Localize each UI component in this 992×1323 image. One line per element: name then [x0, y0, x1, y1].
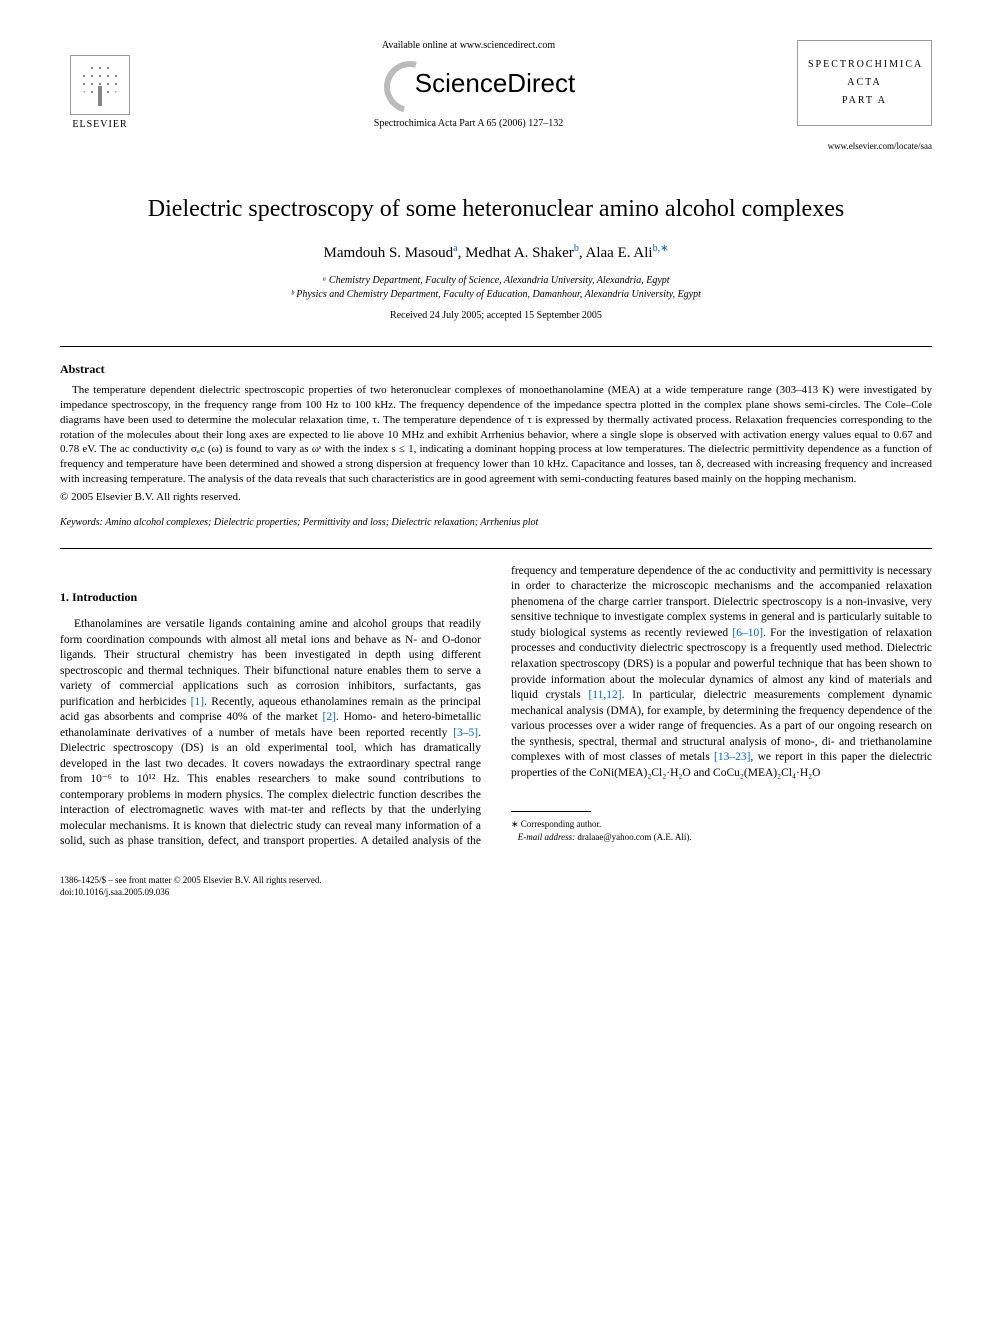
sciencedirect-name: ScienceDirect — [415, 68, 575, 99]
email-label: E-mail address: — [518, 832, 575, 842]
body-columns: 1. Introduction Ethanolamines are versat… — [60, 564, 932, 850]
ref-11-12[interactable]: [11,12] — [588, 689, 621, 701]
journal-url: www.elsevier.com/locate/saa — [797, 141, 932, 151]
affiliations: ᵃ Chemistry Department, Faculty of Scien… — [60, 274, 932, 302]
elsevier-label: ELSEVIER — [72, 119, 127, 130]
footer-line1: 1386-1425/$ – see front matter © 2005 El… — [60, 875, 932, 887]
center-header: Available online at www.sciencedirect.co… — [140, 40, 797, 129]
ref-6-10[interactable]: [6–10] — [732, 627, 763, 639]
keywords-block: Keywords: Amino alcohol complexes; Diele… — [60, 517, 932, 528]
article-dates: Received 24 July 2005; accepted 15 Septe… — [60, 310, 932, 321]
ref-13-23[interactable]: [13–23] — [714, 751, 750, 763]
journal-line1: SPECTROCHIMICA — [808, 56, 921, 74]
authors-list: Mamdouh S. Masouda, Medhat A. Shakerb, A… — [60, 243, 932, 262]
author-2-aff: b — [574, 243, 579, 254]
sciencedirect-swoosh-icon — [362, 61, 407, 106]
availability-text: Available online at www.sciencedirect.co… — [160, 40, 777, 51]
abstract-heading: Abstract — [60, 362, 932, 377]
intro-heading: 1. Introduction — [60, 589, 481, 605]
journal-line2: ACTA — [808, 74, 921, 92]
journal-box-wrap: SPECTROCHIMICA ACTA PART A www.elsevier.… — [797, 40, 932, 181]
footnote-block: ∗ Corresponding author. E-mail address: … — [511, 811, 932, 843]
keywords-label: Keywords: — [60, 517, 103, 528]
affiliation-b: ᵇ Physics and Chemistry Department, Facu… — [60, 288, 932, 302]
email-footnote: E-mail address: dralaae@yahoo.com (A.E. … — [511, 831, 932, 844]
author-3-aff: b,∗ — [653, 243, 669, 254]
author-1: Mamdouh S. Masoud — [324, 245, 454, 261]
elsevier-logo: ELSEVIER — [60, 40, 140, 130]
ref-1[interactable]: [1] — [191, 696, 204, 708]
elsevier-tree-icon — [70, 55, 130, 115]
author-3: Alaa E. Ali — [586, 245, 653, 261]
sciencedirect-logo: ScienceDirect — [160, 61, 777, 106]
email-address: dralaae@yahoo.com (A.E. Ali). — [577, 832, 691, 842]
page-footer: 1386-1425/$ – see front matter © 2005 El… — [60, 875, 932, 898]
divider-bottom — [60, 548, 932, 549]
ref-2[interactable]: [2] — [323, 711, 336, 723]
intro-paragraph: Ethanolamines are versatile ligands cont… — [60, 564, 932, 850]
author-1-aff: a — [453, 243, 457, 254]
abstract-text: The temperature dependent dielectric spe… — [60, 383, 932, 487]
author-2: Medhat A. Shaker — [465, 245, 574, 261]
corresponding-author: ∗ Corresponding author. — [511, 818, 932, 831]
footnote-separator — [511, 811, 591, 812]
article-title: Dielectric spectroscopy of some heteronu… — [60, 196, 932, 223]
keywords-text: Amino alcohol complexes; Dielectric prop… — [105, 517, 538, 528]
page-header: ELSEVIER Available online at www.science… — [60, 40, 932, 181]
intro-p1a: Ethanolamines are versatile ligands cont… — [60, 618, 481, 708]
citation-text: Spectrochimica Acta Part A 65 (2006) 127… — [160, 118, 777, 129]
journal-box: SPECTROCHIMICA ACTA PART A — [797, 40, 932, 126]
abstract-copyright: © 2005 Elsevier B.V. All rights reserved… — [60, 491, 932, 503]
divider-top — [60, 346, 932, 347]
affiliation-a: ᵃ Chemistry Department, Faculty of Scien… — [60, 274, 932, 288]
ref-3-5[interactable]: [3–5] — [453, 727, 478, 739]
footer-doi: doi:10.1016/j.saa.2005.09.036 — [60, 887, 932, 899]
intro-p1d: . Dielectric spectroscopy (DS) is an old… — [60, 727, 481, 817]
journal-line3: PART A — [808, 92, 921, 110]
